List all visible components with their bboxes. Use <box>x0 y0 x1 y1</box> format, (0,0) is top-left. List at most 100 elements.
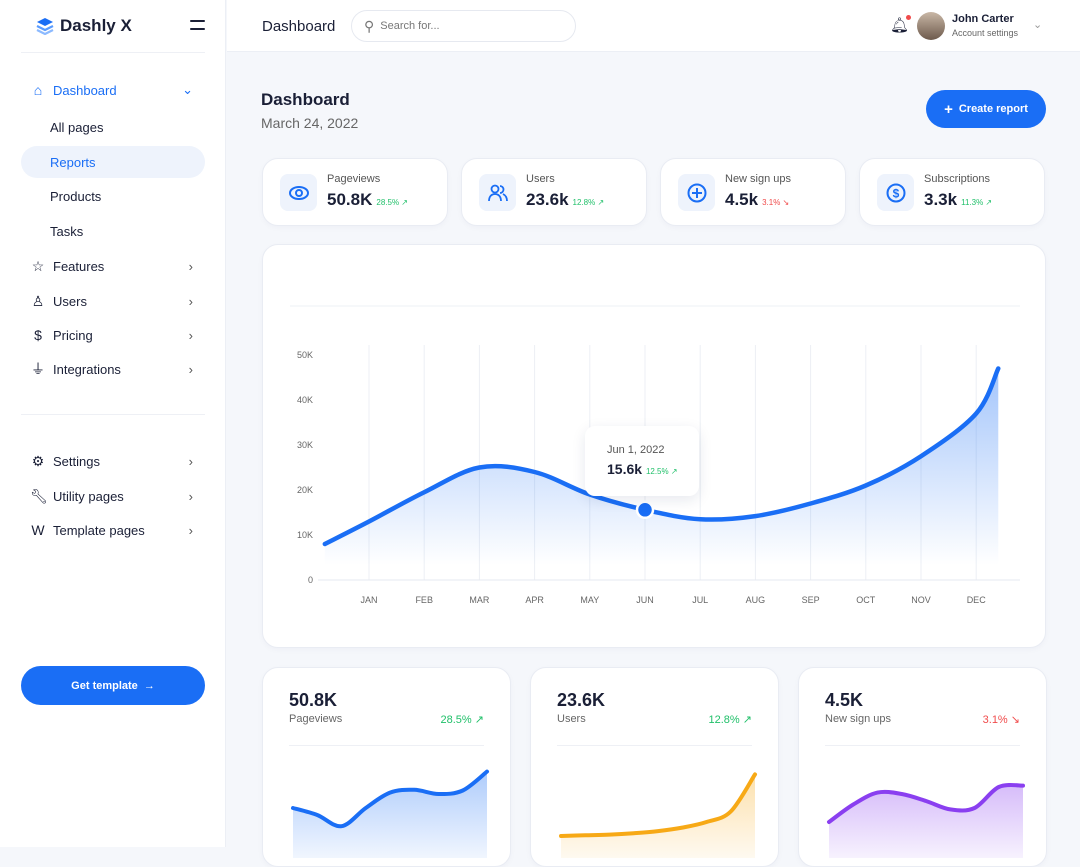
sparkline-line <box>291 769 489 829</box>
sparkline-area <box>561 774 755 858</box>
divider <box>825 745 1020 746</box>
sidebar-item-reports[interactable]: Reports <box>21 146 205 178</box>
brand-logo[interactable]: Dashly X <box>36 16 132 36</box>
tooltip-value: 15.6k <box>607 461 643 477</box>
stat-card-users[interactable]: Users 23.6k 12.8% ↗ <box>461 158 647 226</box>
x-tick-label: JUN <box>636 595 654 605</box>
stat-card-pageviews[interactable]: Pageviews 50.8K 28.5% ↗ <box>262 158 448 226</box>
user-name[interactable]: John Carter <box>952 13 1014 25</box>
sidebar-item-products[interactable]: Products <box>21 180 205 212</box>
mini-label: New sign ups <box>825 713 892 725</box>
tooltip-change: 12.5% ↗ <box>645 467 678 476</box>
account-settings-link[interactable]: Account settings <box>952 28 1019 38</box>
divider <box>557 745 752 746</box>
x-tick-label: APR <box>525 595 544 605</box>
stat-label: Subscriptions <box>924 173 991 185</box>
sidebar-item-users[interactable]: ♙ Users › <box>21 285 205 317</box>
page-title: Dashboard <box>261 90 350 109</box>
chevron-down-icon: ⌄ <box>182 82 193 97</box>
search-icon: ⚲ <box>364 17 375 34</box>
chevron-down-icon[interactable]: ⌄ <box>1033 19 1043 31</box>
stat-change: 3.1% ↘ <box>762 198 790 207</box>
mini-label: Users <box>557 713 586 725</box>
mini-change: 28.5% ↗ <box>440 714 484 726</box>
wrench-icon: 🔧︎ <box>30 487 48 504</box>
chevron-right-icon: › <box>188 488 193 504</box>
stat-change: 11.3% ↗ <box>961 198 993 207</box>
sparkline-chart <box>291 769 489 858</box>
nav-label: Reports <box>50 154 96 170</box>
x-tick-label: FEB <box>415 595 433 605</box>
sidebar-item-features[interactable]: ☆ Features › <box>21 250 205 282</box>
button-label: Create report <box>958 103 1028 115</box>
x-tick-label: DEC <box>967 595 987 605</box>
x-tick-label: SEP <box>802 595 820 605</box>
x-tick-label: MAY <box>580 595 599 605</box>
mini-value: 4.5K <box>825 690 864 710</box>
button-label: Get template <box>71 679 138 692</box>
x-tick-label: MAR <box>469 595 490 605</box>
nav-label: Pricing <box>53 327 93 343</box>
chevron-right-icon: › <box>188 258 193 274</box>
plus-circle-icon <box>678 174 715 211</box>
stat-value: 4.5k <box>725 190 759 209</box>
sparkline-line <box>827 782 1025 824</box>
x-tick-label: NOV <box>911 595 931 605</box>
gear-icon: ⚙ <box>31 452 45 469</box>
stat-value: 50.8K <box>327 190 373 209</box>
brand-name: Dashly X <box>60 16 132 35</box>
sidebar-item-dashboard[interactable]: ⌂ Dashboard ⌄ <box>21 74 205 106</box>
create-report-button[interactable]: + Create report <box>926 90 1046 128</box>
sparkline-area <box>829 784 1023 858</box>
bell-icon[interactable]: 🔔︎ <box>890 15 912 34</box>
stat-label: Pageviews <box>327 173 381 185</box>
nav-label: Products <box>50 188 102 204</box>
dollar-circle-icon: $ <box>877 174 914 211</box>
nav-label: Users <box>53 293 87 309</box>
stat-value: 23.6k <box>526 190 569 209</box>
sidebar-item-pricing[interactable]: $ Pricing › <box>21 319 205 351</box>
plug-icon: ⏚ <box>31 361 45 377</box>
mini-change: 3.1% ↘ <box>982 714 1020 726</box>
sidebar-item-integrations[interactable]: ⏚ Integrations › <box>21 353 205 385</box>
sidebar-item-all-pages[interactable]: All pages <box>21 111 205 143</box>
topbar: Dashboard ⚲ Search for... 🔔︎ John Carter … <box>227 0 1080 52</box>
user-icon: ♙ <box>31 292 45 309</box>
chart-tooltip: Jun 1, 2022 15.6k 12.5% ↗ <box>585 426 699 496</box>
y-tick-label: 40K <box>297 395 313 405</box>
sidebar-item-settings[interactable]: ⚙ Settings › <box>21 445 205 477</box>
nav-label: Features <box>53 258 105 274</box>
x-tick-label: JAN <box>360 595 377 605</box>
stat-card-new-sign-ups[interactable]: New sign ups 4.5k 3.1% ↘ <box>660 158 846 226</box>
chevron-right-icon: › <box>188 327 193 343</box>
stat-card-subscriptions[interactable]: $ Subscriptions 3.3k 11.3% ↗ <box>859 158 1045 226</box>
search-input[interactable]: ⚲ Search for... <box>351 10 576 42</box>
sparkline-line <box>559 772 757 838</box>
nav-label: Settings <box>53 453 100 469</box>
sparkline-area <box>293 771 487 858</box>
layers-icon <box>36 18 54 35</box>
search-placeholder: Search for... <box>380 20 440 32</box>
topbar-title: Dashboard <box>262 18 336 35</box>
y-tick-label: 50K <box>297 350 313 360</box>
y-tick-label: 30K <box>297 440 313 450</box>
data-point-jun <box>635 500 655 520</box>
sparkline-chart <box>559 772 757 858</box>
divider <box>21 414 205 415</box>
stat-value: 3.3k <box>924 190 958 209</box>
sidebar-item-tasks[interactable]: Tasks <box>21 215 205 247</box>
plus-icon: + <box>944 100 953 118</box>
menu-toggle-icon[interactable] <box>190 20 205 36</box>
chevron-right-icon: › <box>188 293 193 309</box>
sidebar-item-utility-pages[interactable]: 🔧︎ Utility pages › <box>21 480 205 512</box>
sidebar-item-template-pages[interactable]: W Template pages › <box>21 514 205 546</box>
nav-label: Template pages <box>53 522 145 538</box>
line-chart: JAN FEB MAR APR MAY JUN JUL AUG SEP OCT NOV DEC 0 10K… <box>290 305 1020 605</box>
get-template-button[interactable]: Get template → <box>21 666 205 705</box>
avatar[interactable] <box>917 12 945 40</box>
x-tick-label: OCT <box>856 595 876 605</box>
mini-label: Pageviews <box>289 713 343 725</box>
tooltip-date: Jun 1, 2022 <box>607 444 665 456</box>
pageviews-chart-card: JAN FEB MAR APR MAY JUN JUL AUG SEP OCT NOV DEC 0 10K… <box>262 244 1046 648</box>
x-tick-label: AUG <box>746 595 766 605</box>
